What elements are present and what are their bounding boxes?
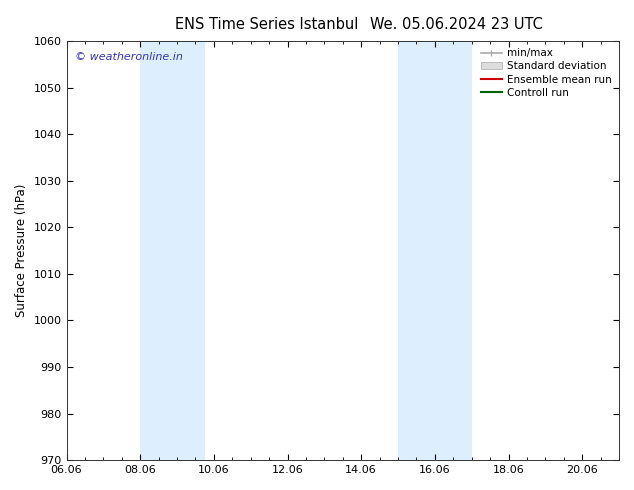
Y-axis label: Surface Pressure (hPa): Surface Pressure (hPa)	[15, 184, 28, 318]
Bar	[140, 41, 205, 460]
Text: We. 05.06.2024 23 UTC: We. 05.06.2024 23 UTC	[370, 17, 543, 32]
Legend: min/max, Standard deviation, Ensemble mean run, Controll run: min/max, Standard deviation, Ensemble me…	[477, 44, 616, 102]
Bar	[398, 41, 472, 460]
Text: © weatheronline.in: © weatheronline.in	[75, 51, 183, 62]
Text: ENS Time Series Istanbul: ENS Time Series Istanbul	[174, 17, 358, 32]
